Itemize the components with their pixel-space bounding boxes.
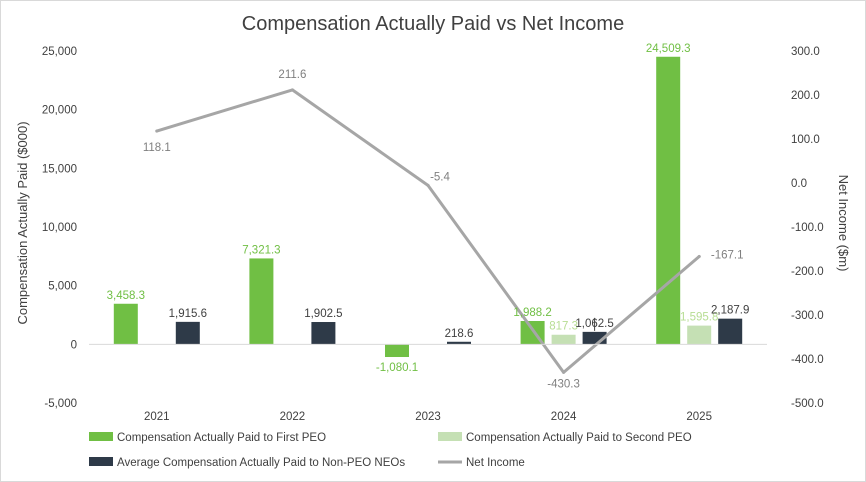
net-income-point — [562, 370, 566, 374]
y-tick-left: 10,000 — [42, 222, 77, 234]
bar — [175, 321, 200, 345]
x-tick: 2024 — [551, 411, 577, 423]
y-tick-left: -5,000 — [44, 398, 77, 410]
legend-swatch — [89, 432, 113, 441]
bar-data-label: 1,595.8 — [680, 312, 718, 324]
y-tick-left: 15,000 — [42, 163, 77, 175]
y-axis-label-left: Compensation Actually Paid ($000) — [15, 121, 30, 324]
legend-swatch — [438, 432, 462, 441]
y-tick-left: 0 — [71, 339, 77, 351]
y-tick-right: -300.0 — [791, 310, 824, 322]
bar-data-label: 218.6 — [445, 328, 474, 340]
x-tick: 2021 — [144, 411, 170, 423]
bar-data-label: 1,988.2 — [513, 307, 551, 319]
chart-title: Compensation Actually Paid vs Net Income — [242, 13, 624, 35]
line-data-label: -5.4 — [430, 171, 450, 183]
net-income-point — [426, 183, 430, 187]
net-income-point — [290, 88, 294, 92]
bar-data-label: 3,458.3 — [107, 290, 145, 302]
y-tick-left: 25,000 — [42, 46, 77, 58]
legend-label: Compensation Actually Paid to Second PEO — [466, 432, 692, 444]
line-data-label: -430.3 — [547, 378, 580, 390]
y-tick-left: 20,000 — [42, 105, 77, 117]
bar — [113, 303, 138, 345]
left-axis: -5,000 0 5,000 10,000 15,000 20,000 25,000 — [42, 46, 77, 410]
bar — [447, 341, 471, 345]
x-tick: 2023 — [415, 411, 441, 423]
legend-swatch — [89, 457, 113, 466]
right-axis: -500.0 -400.0 -300.0 -200.0 -100.0 0.0 100.0 20… — [791, 46, 824, 410]
x-axis: 2021 2022 2023 2024 2025 — [89, 343, 767, 423]
x-tick: 2025 — [686, 411, 712, 423]
bar — [551, 334, 576, 345]
net-income-point — [697, 255, 701, 259]
bar-data-label: 24,509.3 — [646, 43, 691, 55]
legend: Compensation Actually Paid to First PEO C… — [89, 432, 692, 469]
bar-data-label: 817.3 — [549, 321, 578, 333]
y-tick-right: -200.0 — [791, 266, 824, 278]
legend-label: Net Income — [466, 457, 525, 469]
bar — [687, 325, 712, 345]
bar — [311, 322, 336, 345]
y-tick-right: -100.0 — [791, 222, 824, 234]
net-income-polyline — [155, 88, 701, 374]
line-data-label: 118.1 — [143, 142, 171, 154]
bar-data-label: -1,080.1 — [376, 362, 418, 374]
bar — [656, 56, 681, 345]
y-tick-right: 100.0 — [791, 134, 820, 146]
line-data-label: 211.6 — [278, 69, 306, 81]
data-labels: 3,458.3 7,321.3 -1,080.1 1,988.2 24,509.3 817… — [107, 43, 750, 391]
net-income-point — [155, 129, 159, 133]
legend-label: Compensation Actually Paid to First PEO — [117, 432, 326, 444]
y-tick-right: -400.0 — [791, 354, 824, 366]
bars — [113, 56, 743, 358]
y-tick-right: -500.0 — [791, 398, 824, 410]
line-data-label: -167.1 — [711, 250, 744, 262]
y-tick-right: 200.0 — [791, 90, 820, 102]
bar-data-label: 1,902.5 — [304, 308, 342, 320]
bar — [385, 344, 409, 358]
net-income-line — [155, 88, 701, 374]
y-axis-label-right: Net Income ($m) — [836, 175, 851, 272]
bar — [249, 258, 274, 345]
bar-data-label: 7,321.3 — [242, 244, 280, 256]
y-tick-left: 5,000 — [48, 281, 77, 293]
x-tick: 2022 — [280, 411, 306, 423]
y-tick-right: 300.0 — [791, 46, 820, 58]
legend-label: Average Compensation Actually Paid to No… — [117, 457, 405, 469]
bar — [718, 318, 743, 345]
bar-data-label: 2,187.9 — [711, 305, 749, 317]
bar-data-label: 1,915.6 — [169, 308, 207, 320]
y-tick-right: 0.0 — [791, 178, 807, 190]
